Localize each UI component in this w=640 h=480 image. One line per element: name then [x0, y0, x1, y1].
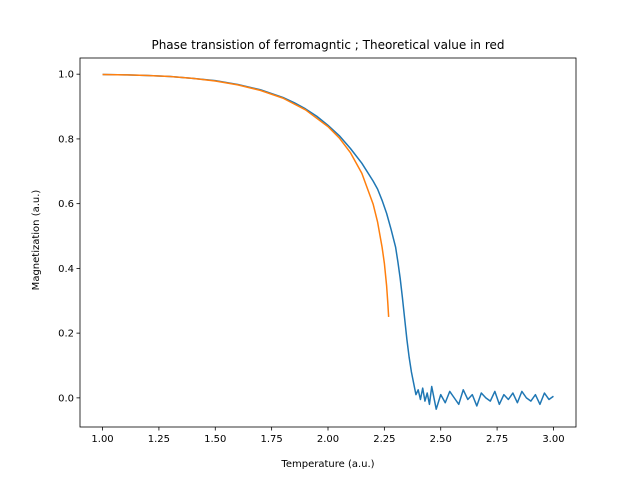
x-tick-label: 1.25: [148, 434, 170, 445]
x-axis-label: Temperature (a.u.): [280, 459, 374, 470]
series-line-1: [102, 73, 554, 410]
plot-area: 1.00 1.25 1.50 1.75 2.00 2.25 2.50 2.75 3.00 0.0 0…: [58, 57, 577, 445]
y-tick-label: 0.8: [58, 134, 74, 145]
y-tick-label: 0.6: [58, 199, 74, 210]
y-tick-label: 0.0: [58, 393, 74, 404]
x-tick-label: 3.00: [542, 434, 564, 445]
chart-title: Phase transistion of ferromagntic ; Theo…: [151, 38, 504, 52]
x-tick-label: 2.00: [317, 434, 339, 445]
y-tick-label: 0.2: [58, 329, 74, 340]
x-tick-label: 1.00: [91, 434, 113, 445]
series-line-2: [102, 73, 390, 317]
y-tick-label: 1.0: [58, 70, 74, 81]
x-tick-label: 1.75: [261, 434, 283, 445]
x-tick-label: 2.25: [373, 434, 395, 445]
x-tick-label: 2.50: [430, 434, 452, 445]
y-tick-label: 0.4: [58, 264, 74, 275]
x-tick-label: 2.75: [486, 434, 508, 445]
y-axis-label: Magnetization (a.u.): [31, 190, 42, 291]
x-tick-label: 1.50: [204, 434, 226, 445]
